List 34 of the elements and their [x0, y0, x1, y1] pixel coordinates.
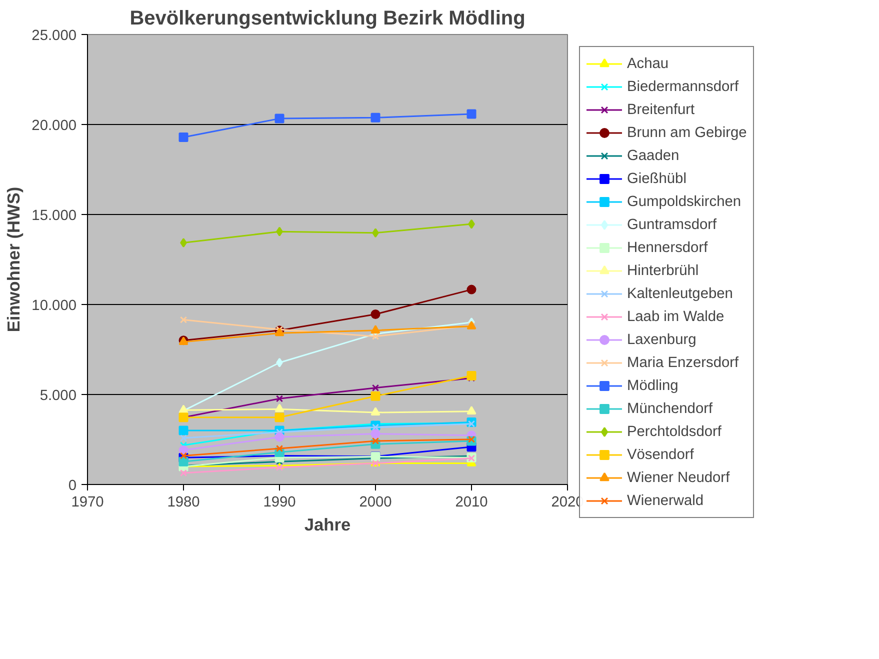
legend-label: Brunn am Gebirge	[627, 124, 747, 142]
legend-label: Perchtoldsdorf	[627, 422, 722, 442]
legend-label: Mödling	[627, 376, 678, 396]
legend-label: Hennersdorf	[627, 238, 708, 258]
legend-label: Vösendorf	[627, 446, 694, 464]
x-tick-label: 1980	[167, 494, 200, 510]
y-axis-title: Einwohner (HWS)	[4, 186, 24, 332]
legend-label: Gaaden	[627, 146, 680, 166]
x-tick-label: 1990	[263, 494, 296, 510]
y-tick-label: 20.000	[32, 118, 76, 134]
legend-label: Gießhübl	[627, 170, 686, 188]
legend-label: Wienerwald	[627, 492, 704, 510]
legend-label: Wiener Neudorf	[627, 468, 730, 488]
y-tick-label: 0	[68, 478, 77, 494]
legend-label: Gumpoldskirchen	[627, 192, 742, 212]
y-tick-label: 15.000	[32, 208, 76, 224]
y-tick-label: 10.000	[32, 298, 76, 314]
legend-label: Guntramsdorf	[627, 216, 717, 234]
legend-label: Laxenburg	[627, 330, 696, 350]
y-tick-label: 25.000	[32, 28, 76, 44]
legend-label: Münchendorf	[627, 400, 713, 418]
chart-title: Bevölkerungsentwicklung Bezirk Mödling	[130, 8, 526, 30]
legend-label: Kaltenleutgeben	[627, 284, 733, 304]
y-tick-label: 5.000	[40, 388, 77, 404]
legend-label: Laab im Walde	[627, 308, 724, 326]
legend-label: Maria Enzersdorf	[627, 354, 739, 372]
legend-label: Achau	[627, 54, 669, 74]
legend-label: Breitenfurt	[627, 100, 695, 120]
x-tick-label: 1970	[71, 494, 104, 510]
legend-label: Biedermannsdorf	[627, 78, 739, 96]
x-tick-label: 2000	[359, 494, 392, 510]
x-tick-label: 2010	[455, 494, 488, 510]
x-axis-title: Jahre	[304, 514, 351, 534]
legend-label: Hinterbrühl	[627, 262, 699, 280]
